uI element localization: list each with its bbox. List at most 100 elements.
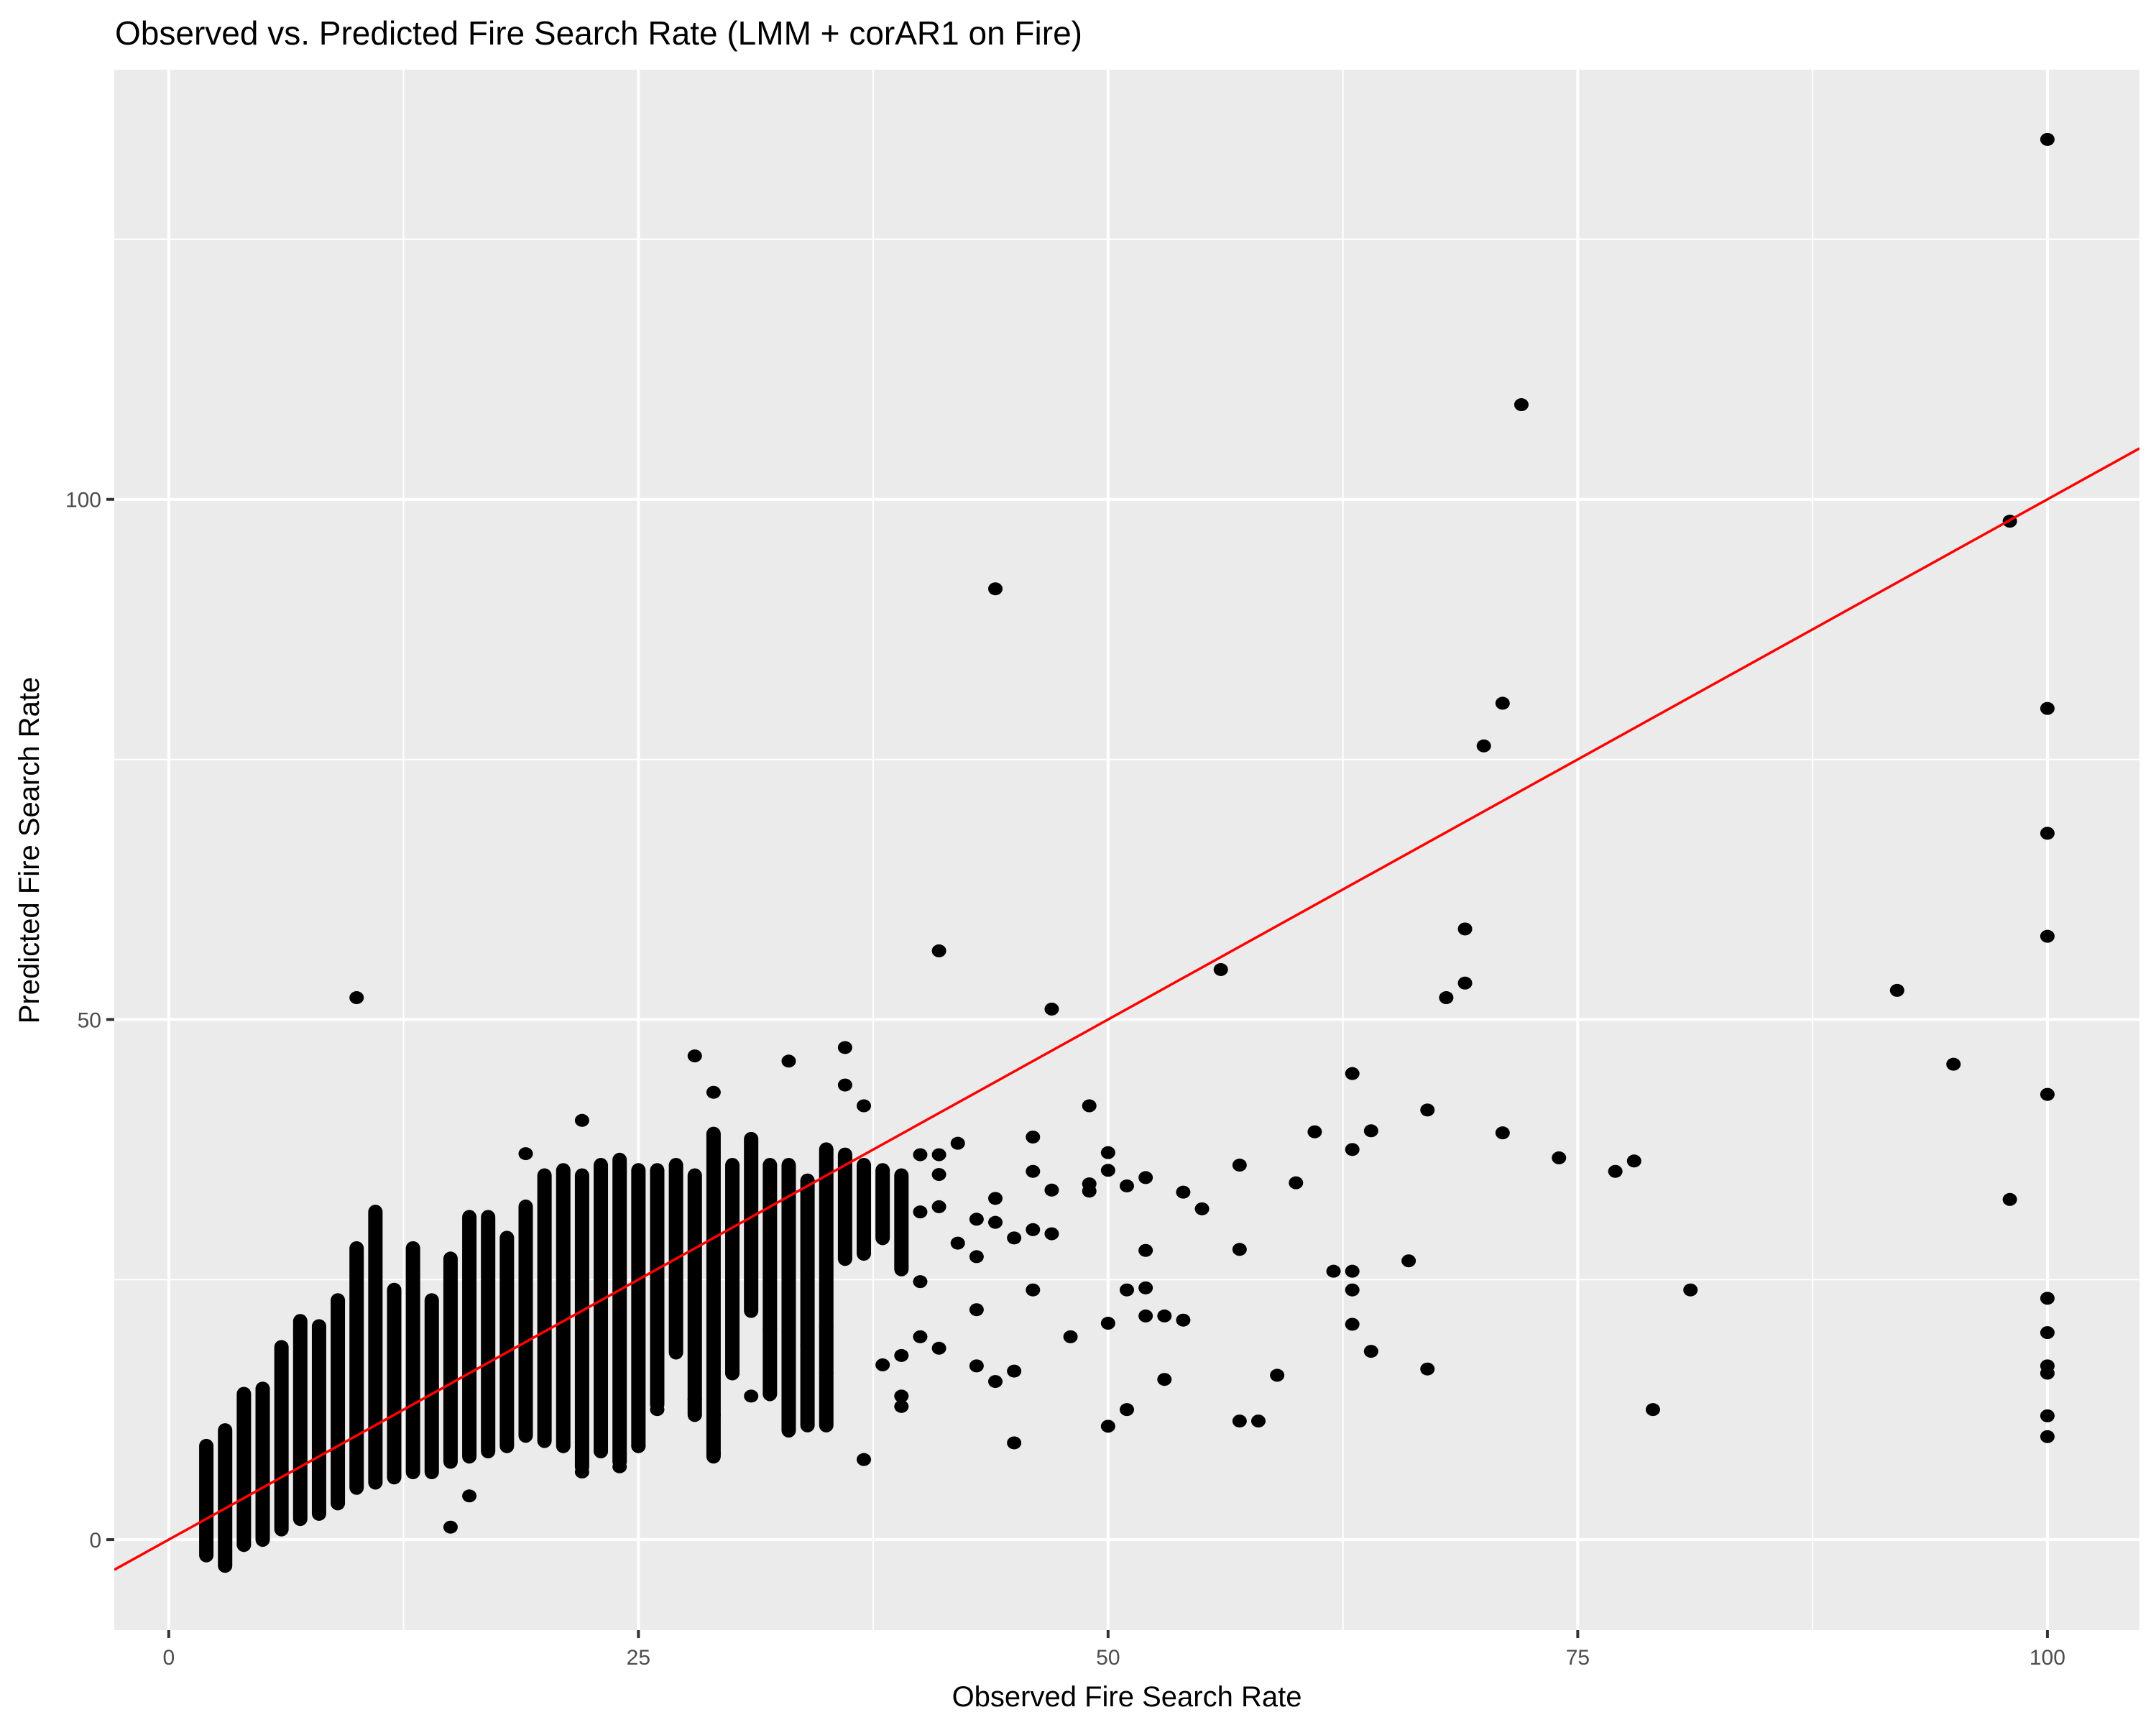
data-point [1138, 1171, 1153, 1184]
data-point [1100, 1317, 1115, 1330]
data-point [837, 1078, 852, 1092]
point-column [255, 1381, 270, 1547]
data-point [931, 1148, 946, 1162]
data-point [1439, 991, 1454, 1005]
data-point [1232, 1414, 1247, 1428]
point-column [537, 1168, 552, 1448]
x-tick-label: 75 [1566, 1646, 1590, 1670]
data-point [1138, 1309, 1153, 1322]
data-point [1100, 1164, 1115, 1177]
point-column [311, 1319, 326, 1521]
data-point [2040, 702, 2055, 715]
data-point [931, 1341, 946, 1355]
data-point [1063, 1330, 1078, 1343]
data-point [913, 1330, 928, 1343]
data-point [931, 1200, 946, 1213]
data-points [349, 132, 2055, 1534]
point-column [857, 1158, 872, 1261]
data-point [349, 991, 364, 1005]
data-point [988, 1375, 1003, 1389]
point-column [612, 1152, 627, 1469]
point-column [331, 1293, 346, 1511]
data-point [687, 1049, 702, 1063]
data-point [443, 1520, 458, 1534]
data-point [1683, 1283, 1698, 1297]
data-point [894, 1348, 909, 1362]
data-point [462, 1489, 477, 1503]
point-column [481, 1210, 496, 1459]
data-point [1026, 1283, 1041, 1297]
point-column [387, 1282, 402, 1485]
data-point [1157, 1373, 1172, 1386]
data-point [1232, 1159, 1247, 1172]
data-point [931, 1168, 946, 1182]
data-point [1345, 1067, 1360, 1080]
minor-gridlines [114, 70, 2139, 1630]
point-column [763, 1158, 778, 1402]
data-point [1157, 1309, 1172, 1322]
dense-point-columns [199, 1126, 909, 1573]
data-point [1176, 1185, 1191, 1199]
data-point [1420, 1103, 1435, 1117]
data-point [894, 1399, 909, 1413]
point-column [518, 1199, 533, 1443]
data-point [2040, 929, 2055, 943]
data-point [1552, 1151, 1567, 1164]
data-point [781, 1054, 796, 1068]
data-point [1495, 1126, 1510, 1140]
point-column [574, 1168, 589, 1474]
major-gridlines [114, 70, 2139, 1630]
data-point [857, 1099, 872, 1113]
chart-title: Observed vs. Predicted Fire Search Rate … [115, 14, 1082, 52]
point-column [368, 1205, 383, 1490]
data-point [1457, 922, 1473, 936]
data-point [2040, 827, 2055, 840]
point-column [594, 1158, 609, 1459]
data-point [1946, 1057, 1961, 1071]
y-tick-label: 0 [89, 1529, 101, 1552]
data-point [1250, 1414, 1266, 1428]
data-point [2040, 1087, 2055, 1101]
point-column [556, 1163, 571, 1453]
point-column [405, 1241, 420, 1480]
data-point [819, 1366, 834, 1380]
data-point [725, 1366, 740, 1380]
data-point [2040, 1326, 2055, 1340]
data-point [1007, 1231, 1022, 1245]
data-point [1026, 1164, 1041, 1178]
data-point [1345, 1264, 1360, 1278]
data-point [2002, 1192, 2017, 1206]
data-point [1100, 1420, 1115, 1433]
data-point [1401, 1254, 1416, 1268]
data-point [1608, 1164, 1623, 1178]
data-point [1044, 1227, 1059, 1241]
x-tick-label: 50 [1096, 1646, 1120, 1670]
data-point [950, 1136, 965, 1150]
data-point [800, 1338, 815, 1352]
x-axis-title: Observed Fire Search Rate [952, 1681, 1302, 1713]
data-point [913, 1148, 928, 1162]
data-point [1194, 1202, 1210, 1215]
data-point [1007, 1436, 1022, 1450]
data-point [913, 1205, 928, 1219]
point-column [424, 1293, 439, 1480]
point-column [218, 1423, 233, 1573]
data-point [1345, 1143, 1360, 1156]
data-point [574, 1113, 589, 1127]
point-column [875, 1163, 890, 1246]
data-point [1626, 1154, 1641, 1168]
point-column [236, 1386, 252, 1552]
data-point [1363, 1124, 1378, 1138]
point-column [499, 1230, 515, 1453]
data-point [969, 1213, 984, 1226]
data-point [1232, 1243, 1247, 1256]
data-point [988, 582, 1003, 596]
data-point [594, 1445, 609, 1458]
data-point [969, 1303, 984, 1317]
data-point [1026, 1130, 1041, 1144]
data-point [1457, 976, 1473, 990]
point-column [687, 1168, 702, 1422]
data-point [988, 1215, 1003, 1229]
data-point [687, 1392, 702, 1406]
